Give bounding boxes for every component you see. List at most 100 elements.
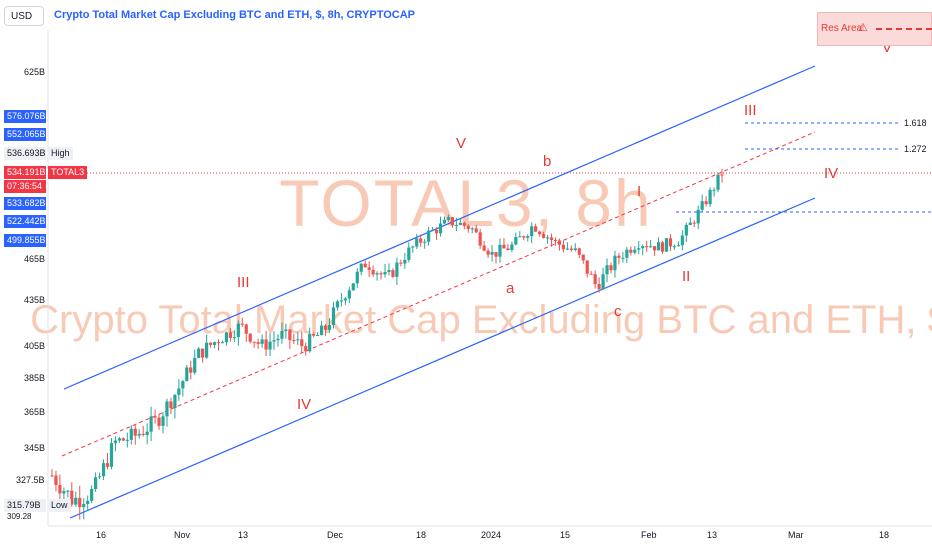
candle-body — [672, 246, 677, 248]
candle-body — [70, 490, 74, 505]
price-tag-cut: 309.28 — [7, 513, 32, 521]
candle-body — [716, 174, 720, 190]
candle-body — [637, 248, 641, 250]
candle-body — [553, 240, 558, 242]
candle-body — [304, 346, 308, 352]
price-tag-522: 522.442B — [4, 215, 46, 228]
candle-body — [565, 248, 569, 250]
candle-body — [534, 226, 538, 232]
candle-body — [66, 490, 70, 492]
candle-body — [518, 236, 522, 238]
candle-body — [538, 231, 542, 235]
candle-body — [486, 250, 490, 255]
candle-body — [446, 217, 451, 220]
candle-body — [109, 443, 114, 467]
candle-body — [371, 269, 375, 275]
candle-body — [105, 463, 110, 467]
candle-body — [153, 416, 157, 418]
candle-body — [688, 222, 692, 225]
channel-mid-line[interactable] — [61, 131, 816, 457]
candle-body — [133, 428, 137, 436]
candle-body — [355, 271, 359, 284]
candle-body — [149, 416, 153, 432]
candle-body — [335, 301, 340, 308]
candle-body — [708, 189, 712, 205]
candle-body — [633, 249, 637, 253]
candle-body — [113, 440, 118, 444]
candle-body — [268, 341, 272, 350]
res-area-dash-line — [876, 28, 932, 30]
price-tag-499: 499.855B — [4, 234, 46, 247]
x-tick-feb: Feb — [641, 530, 657, 540]
channel-lower-line[interactable] — [69, 197, 816, 519]
watermark-subtitle: Crypto Total Market Cap Excluding BTC an… — [30, 298, 932, 342]
candle-body — [264, 339, 268, 350]
resistance-area[interactable]: Res Area ⚠ — [817, 12, 932, 46]
candle-body — [395, 262, 399, 277]
y-tick-625: 625B — [24, 67, 45, 77]
wave-label-IV-2: IV — [824, 165, 838, 182]
wave-label-b: b — [543, 153, 551, 170]
candle-body — [173, 394, 177, 409]
candle-body — [90, 488, 94, 501]
candle-body — [510, 244, 514, 250]
wave-label-c: c — [614, 303, 622, 320]
price-tag-533: 533.682B — [4, 197, 46, 210]
candle-body — [260, 339, 264, 344]
candle-body — [494, 252, 498, 257]
candle-body — [597, 283, 601, 290]
candle-body — [161, 416, 165, 426]
candle-body — [419, 238, 423, 243]
candle-body — [462, 222, 466, 226]
candle-body — [415, 238, 419, 247]
high-label: High — [48, 147, 73, 160]
currency-button[interactable]: USD — [4, 6, 44, 26]
candle-body — [474, 228, 478, 233]
candle-body — [62, 491, 66, 494]
wave-label-III: III — [237, 274, 250, 291]
candle-body — [101, 463, 106, 477]
candle-body — [541, 234, 546, 238]
candle-body — [438, 223, 443, 234]
candle-body — [54, 475, 58, 485]
candle-body — [137, 433, 141, 436]
candle-body — [577, 248, 581, 255]
candle-body — [319, 325, 324, 336]
warning-triangle-icon: ⚠ — [858, 22, 868, 34]
chart-title: Crypto Total Market Cap Excluding BTC an… — [54, 9, 416, 21]
candle-body — [557, 240, 562, 245]
candle-body — [327, 325, 332, 330]
y-tick-327: 327.5B — [16, 475, 45, 485]
res-area-label: Res Area — [821, 23, 863, 34]
candle-body — [292, 340, 296, 342]
candle-body — [692, 222, 696, 224]
x-tick-18-mar: 18 — [879, 530, 889, 540]
candle-body — [549, 237, 554, 241]
candle-body — [629, 249, 633, 253]
candle-body — [367, 267, 371, 270]
candle-body — [581, 254, 585, 261]
candle-body — [189, 367, 193, 373]
y-tick-435: 435B — [24, 295, 45, 305]
candle-body — [339, 300, 344, 302]
candle-body — [50, 475, 54, 477]
candle-body — [58, 484, 62, 494]
candle-body — [649, 246, 653, 248]
price-tag-low: 315.79B — [4, 499, 46, 512]
candle-body — [676, 245, 680, 247]
x-tick-dec: Dec — [327, 530, 344, 540]
candle-body — [331, 307, 336, 326]
candle-body — [482, 245, 486, 251]
candle-body — [569, 248, 573, 250]
candle-body — [585, 260, 589, 274]
wave-label-IV: IV — [297, 396, 311, 413]
candle-body — [696, 209, 700, 224]
candle-body — [530, 226, 534, 237]
price-tag-576: 576.076B — [4, 110, 46, 123]
candle-body — [220, 342, 225, 344]
candle-body — [224, 332, 229, 343]
candle-body — [177, 388, 181, 395]
candle-body — [347, 290, 351, 299]
candle-body — [288, 329, 292, 341]
